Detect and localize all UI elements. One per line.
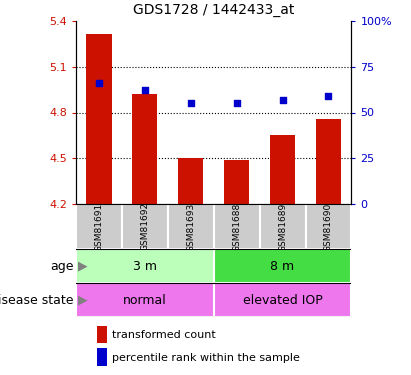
Text: age: age [51,260,74,273]
Text: ▶: ▶ [74,260,87,273]
Text: normal: normal [123,294,167,306]
Bar [305,204,351,249]
Bar [214,204,260,249]
Bar [86,34,112,204]
Point [141,87,148,93]
Bar [224,160,249,204]
Text: elevated IOP: elevated IOP [242,294,323,306]
Bar [97,326,107,344]
Bar [178,159,203,204]
Point [325,93,332,99]
Bar [260,204,305,249]
Point [96,80,102,86]
Text: ▶: ▶ [74,294,87,306]
Bar [76,283,214,317]
Bar [76,249,214,283]
Bar [168,204,214,249]
Text: GSM81688: GSM81688 [232,202,241,252]
Point [279,97,286,103]
Bar [76,204,122,249]
Text: transformed count: transformed count [112,330,216,340]
Bar [97,348,107,366]
Point [233,100,240,106]
Title: GDS1728 / 1442433_at: GDS1728 / 1442433_at [133,3,294,17]
Text: 8 m: 8 m [270,260,295,273]
Text: GSM81691: GSM81691 [95,202,104,252]
Bar [270,135,295,204]
Bar [214,283,351,317]
Point [187,100,194,106]
Bar [214,249,351,283]
Text: disease state: disease state [0,294,74,306]
Bar [132,94,157,204]
Text: GSM81690: GSM81690 [324,202,333,252]
Text: percentile rank within the sample: percentile rank within the sample [112,352,300,363]
Text: 3 m: 3 m [133,260,157,273]
Bar [122,204,168,249]
Text: GSM81692: GSM81692 [141,202,149,251]
Bar [316,118,341,204]
Text: GSM81693: GSM81693 [186,202,195,252]
Text: GSM81689: GSM81689 [278,202,287,252]
